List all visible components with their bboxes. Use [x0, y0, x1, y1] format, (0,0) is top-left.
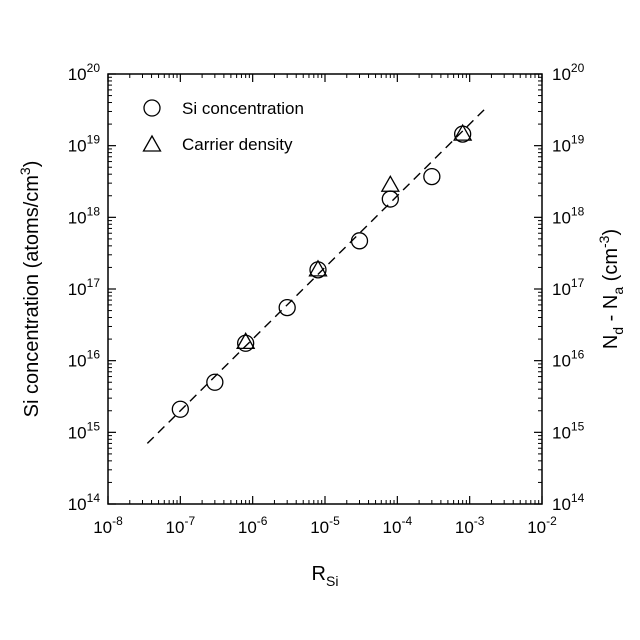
- si-concentration-point: [350, 232, 369, 250]
- y-tick-label-right: 1017: [552, 276, 585, 299]
- y-tick-label-left: 1016: [68, 348, 101, 371]
- si-concentration-point: [381, 190, 399, 208]
- legend-circle-marker: [143, 99, 161, 117]
- x-tick-label: 10-3: [455, 514, 485, 537]
- legend-triangle-marker: [142, 134, 162, 152]
- y-tick-label-left: 1018: [68, 204, 101, 227]
- si-concentration-point: [278, 298, 296, 317]
- x-tick-label: 10-5: [310, 514, 340, 537]
- plot-area-frame: [107, 73, 543, 505]
- x-tick-label: 10-2: [527, 514, 557, 537]
- axis-ticks: [107, 73, 543, 505]
- si-concentration-point: [237, 334, 255, 352]
- y-tick-label-left: 1015: [68, 419, 101, 442]
- legend-label-carrier-density: Carrier density: [182, 135, 293, 154]
- y-tick-label-left: 1014: [68, 491, 101, 514]
- fit-line-group: [146, 105, 489, 444]
- y-tick-label-left: 1020: [68, 61, 101, 84]
- y-tick-label-right: 1015: [552, 419, 585, 442]
- carrier-density-point: [236, 332, 256, 350]
- x-axis-label: RSi: [312, 563, 339, 589]
- y-tick-label-left: 1019: [68, 133, 101, 156]
- legend: Si concentration Carrier density: [142, 99, 304, 154]
- x-tick-label: 10-4: [383, 514, 413, 537]
- y-tick-label-right: 1018: [552, 204, 585, 227]
- x-tick-label: 10-8: [93, 514, 123, 537]
- y-tick-label-left: 1017: [68, 276, 101, 299]
- si-concentration-point: [206, 373, 224, 391]
- y-tick-label-right: 1014: [552, 491, 585, 514]
- data-points: [171, 123, 473, 418]
- y-axis-label-left: Si concentration (atoms/cm3): [17, 161, 43, 418]
- legend-label-si-concentration: Si concentration: [182, 99, 304, 118]
- si-concentration-point: [171, 400, 189, 418]
- carrier-density-point: [380, 174, 400, 192]
- y-tick-label-right: 1016: [552, 348, 585, 371]
- carrier-density-point: [308, 259, 328, 277]
- x-tick-label: 10-7: [166, 514, 196, 537]
- x-tick-label: 10-6: [238, 514, 268, 537]
- y-tick-label-right: 1019: [552, 133, 585, 156]
- fit-line: [146, 105, 489, 444]
- y-axis-label-right: Nd - Na (cm-3): [596, 229, 626, 349]
- y-tick-label-right: 1020: [552, 61, 585, 84]
- si-concentration-point: [423, 167, 441, 186]
- carrier-density-point: [453, 123, 473, 141]
